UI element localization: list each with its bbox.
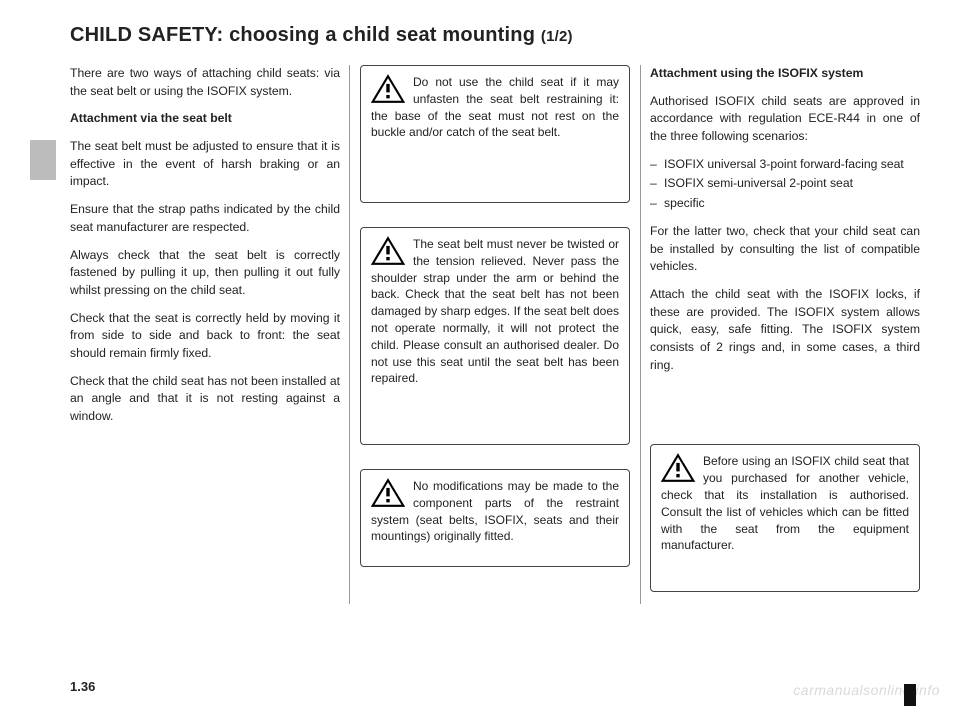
warning-icon <box>371 478 405 508</box>
warning-icon <box>371 74 405 104</box>
page-title: CHILD SAFETY: choosing a child seat moun… <box>70 24 920 47</box>
section-tab <box>30 140 56 180</box>
paragraph: Always check that the seat belt is corre… <box>70 247 340 300</box>
column-divider <box>640 65 641 604</box>
list-item: specific <box>650 195 920 213</box>
list-item: ISOFIX universal 3-point forward-facing … <box>650 156 920 174</box>
paragraph: Authorised ISOFIX child seats are approv… <box>650 93 920 146</box>
paragraph: Attach the child seat with the ISOFIX lo… <box>650 286 920 374</box>
bullet-list: ISOFIX universal 3-point forward-facing … <box>650 156 920 213</box>
subheading: Attachment via the seat belt <box>70 110 340 128</box>
paragraph: For the latter two, check that your chil… <box>650 223 920 276</box>
paragraph: The seat belt must be adjusted to ensure… <box>70 138 340 191</box>
paragraph: There are two ways of attaching child se… <box>70 65 340 100</box>
warning-box: The seat belt must never be twisted or t… <box>360 227 630 445</box>
warning-icon <box>661 453 695 483</box>
spacer <box>650 384 920 444</box>
column-middle: Do not use the child seat if it may unfa… <box>360 65 630 604</box>
subheading: Attachment using the ISOFIX system <box>650 65 920 83</box>
paragraph: Ensure that the strap paths indicated by… <box>70 201 340 236</box>
column-right: Attachment using the ISOFIX system Autho… <box>650 65 920 604</box>
paragraph: Check that the child seat has not been i… <box>70 373 340 426</box>
warning-box: No modifications may be made to the comp… <box>360 469 630 567</box>
warning-text: The seat belt must never be twisted or t… <box>371 237 619 385</box>
warning-text: Before using an ISOFIX child seat that y… <box>661 454 909 552</box>
list-item: ISOFIX semi-universal 2-point seat <box>650 175 920 193</box>
manual-page: CHILD SAFETY: choosing a child seat moun… <box>0 0 960 710</box>
warning-text: No modifications may be made to the comp… <box>371 479 619 543</box>
watermark: carmanualsonline.info <box>793 682 940 698</box>
warning-box: Before using an ISOFIX child seat that y… <box>650 444 920 592</box>
warning-icon <box>371 236 405 266</box>
page-number: 1.36 <box>70 679 95 694</box>
paragraph: Check that the seat is correctly held by… <box>70 310 340 363</box>
warning-box: Do not use the child seat if it may unfa… <box>360 65 630 203</box>
title-main: CHILD SAFETY: choosing a child seat moun… <box>70 24 541 46</box>
title-sub: (1/2) <box>541 28 573 45</box>
print-mark <box>904 684 916 706</box>
content-columns: There are two ways of attaching child se… <box>70 65 920 604</box>
warning-text: Do not use the child seat if it may unfa… <box>371 75 619 139</box>
column-divider <box>349 65 350 604</box>
column-left: There are two ways of attaching child se… <box>70 65 340 604</box>
